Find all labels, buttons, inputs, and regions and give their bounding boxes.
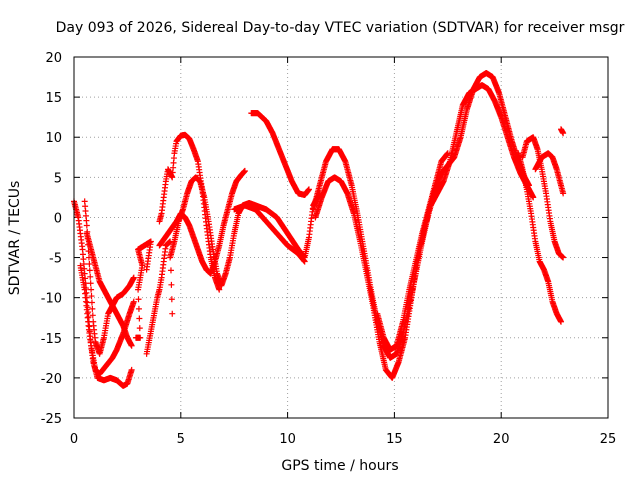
chart-title: Day 093 of 2026, Sidereal Day-to-day VTE… [56, 20, 625, 36]
y-tick-label: 15 [45, 91, 62, 106]
y-tick-label: -20 [41, 372, 62, 387]
data-point [168, 296, 175, 303]
y-tick-label: -10 [41, 292, 62, 307]
data-point [135, 305, 142, 312]
x-tick-label: 5 [177, 432, 185, 447]
y-tick-label: -25 [41, 412, 62, 427]
data-point [87, 280, 94, 287]
data-point [137, 334, 144, 341]
y-tick-label: 5 [54, 171, 62, 186]
data-point [128, 342, 135, 349]
data-point [130, 298, 137, 305]
data-point [136, 325, 143, 332]
series-track-14 [515, 150, 565, 325]
series-track-2 [77, 262, 135, 389]
x-axis-label: GPS time / hours [281, 458, 398, 474]
data-point [167, 267, 174, 274]
axis-ticks [73, 56, 609, 419]
x-tick-label: 20 [493, 432, 510, 447]
series-track-15 [519, 134, 567, 261]
series-track-5 [132, 238, 176, 357]
data-point [83, 222, 90, 229]
data-point [168, 281, 175, 288]
series-track-13 [374, 150, 451, 353]
data-point [143, 266, 150, 273]
y-tick-label: 20 [45, 51, 62, 66]
data-point [88, 286, 95, 293]
data-point [86, 267, 93, 274]
data-point [135, 296, 142, 303]
data-point [305, 186, 312, 193]
data-point [88, 299, 95, 306]
data-point [301, 258, 308, 265]
data-point [136, 315, 143, 322]
x-tick-label: 25 [600, 432, 617, 447]
y-tick-label: 0 [54, 211, 62, 226]
grid [74, 57, 608, 418]
data-point [558, 318, 565, 325]
series-track-10 [248, 110, 312, 198]
series-track-17 [558, 126, 567, 137]
data-point [560, 190, 567, 197]
data-point [86, 260, 93, 267]
x-tick-label: 15 [386, 432, 403, 447]
y-axis-label: SDTVAR / TECUs [7, 181, 23, 296]
series-track-9 [231, 202, 308, 265]
data-point [560, 254, 567, 261]
data-point [88, 293, 95, 300]
data-point [216, 286, 223, 293]
data-point [89, 312, 96, 319]
x-tick-label: 0 [70, 432, 78, 447]
x-tick-label: 10 [279, 432, 296, 447]
data-point [89, 305, 96, 312]
data-points [71, 70, 567, 389]
series-track-4 [83, 230, 135, 349]
y-tick-label: 10 [45, 131, 62, 146]
data-point [128, 366, 135, 373]
data-point [560, 130, 567, 137]
data-point [444, 150, 451, 157]
tick-labels: 0 5 10 15 20 25 -25 -20 -15 -10 -5 0 5 10 15 20 [41, 51, 617, 447]
data-point [130, 274, 137, 281]
data-point [530, 194, 537, 201]
y-tick-label: -5 [49, 252, 62, 267]
plot-frame [73, 56, 609, 419]
data-point [87, 273, 94, 280]
data-point [169, 310, 176, 317]
data-point [241, 167, 248, 174]
y-tick-label: -15 [41, 332, 62, 347]
series-track-16 [532, 150, 567, 197]
